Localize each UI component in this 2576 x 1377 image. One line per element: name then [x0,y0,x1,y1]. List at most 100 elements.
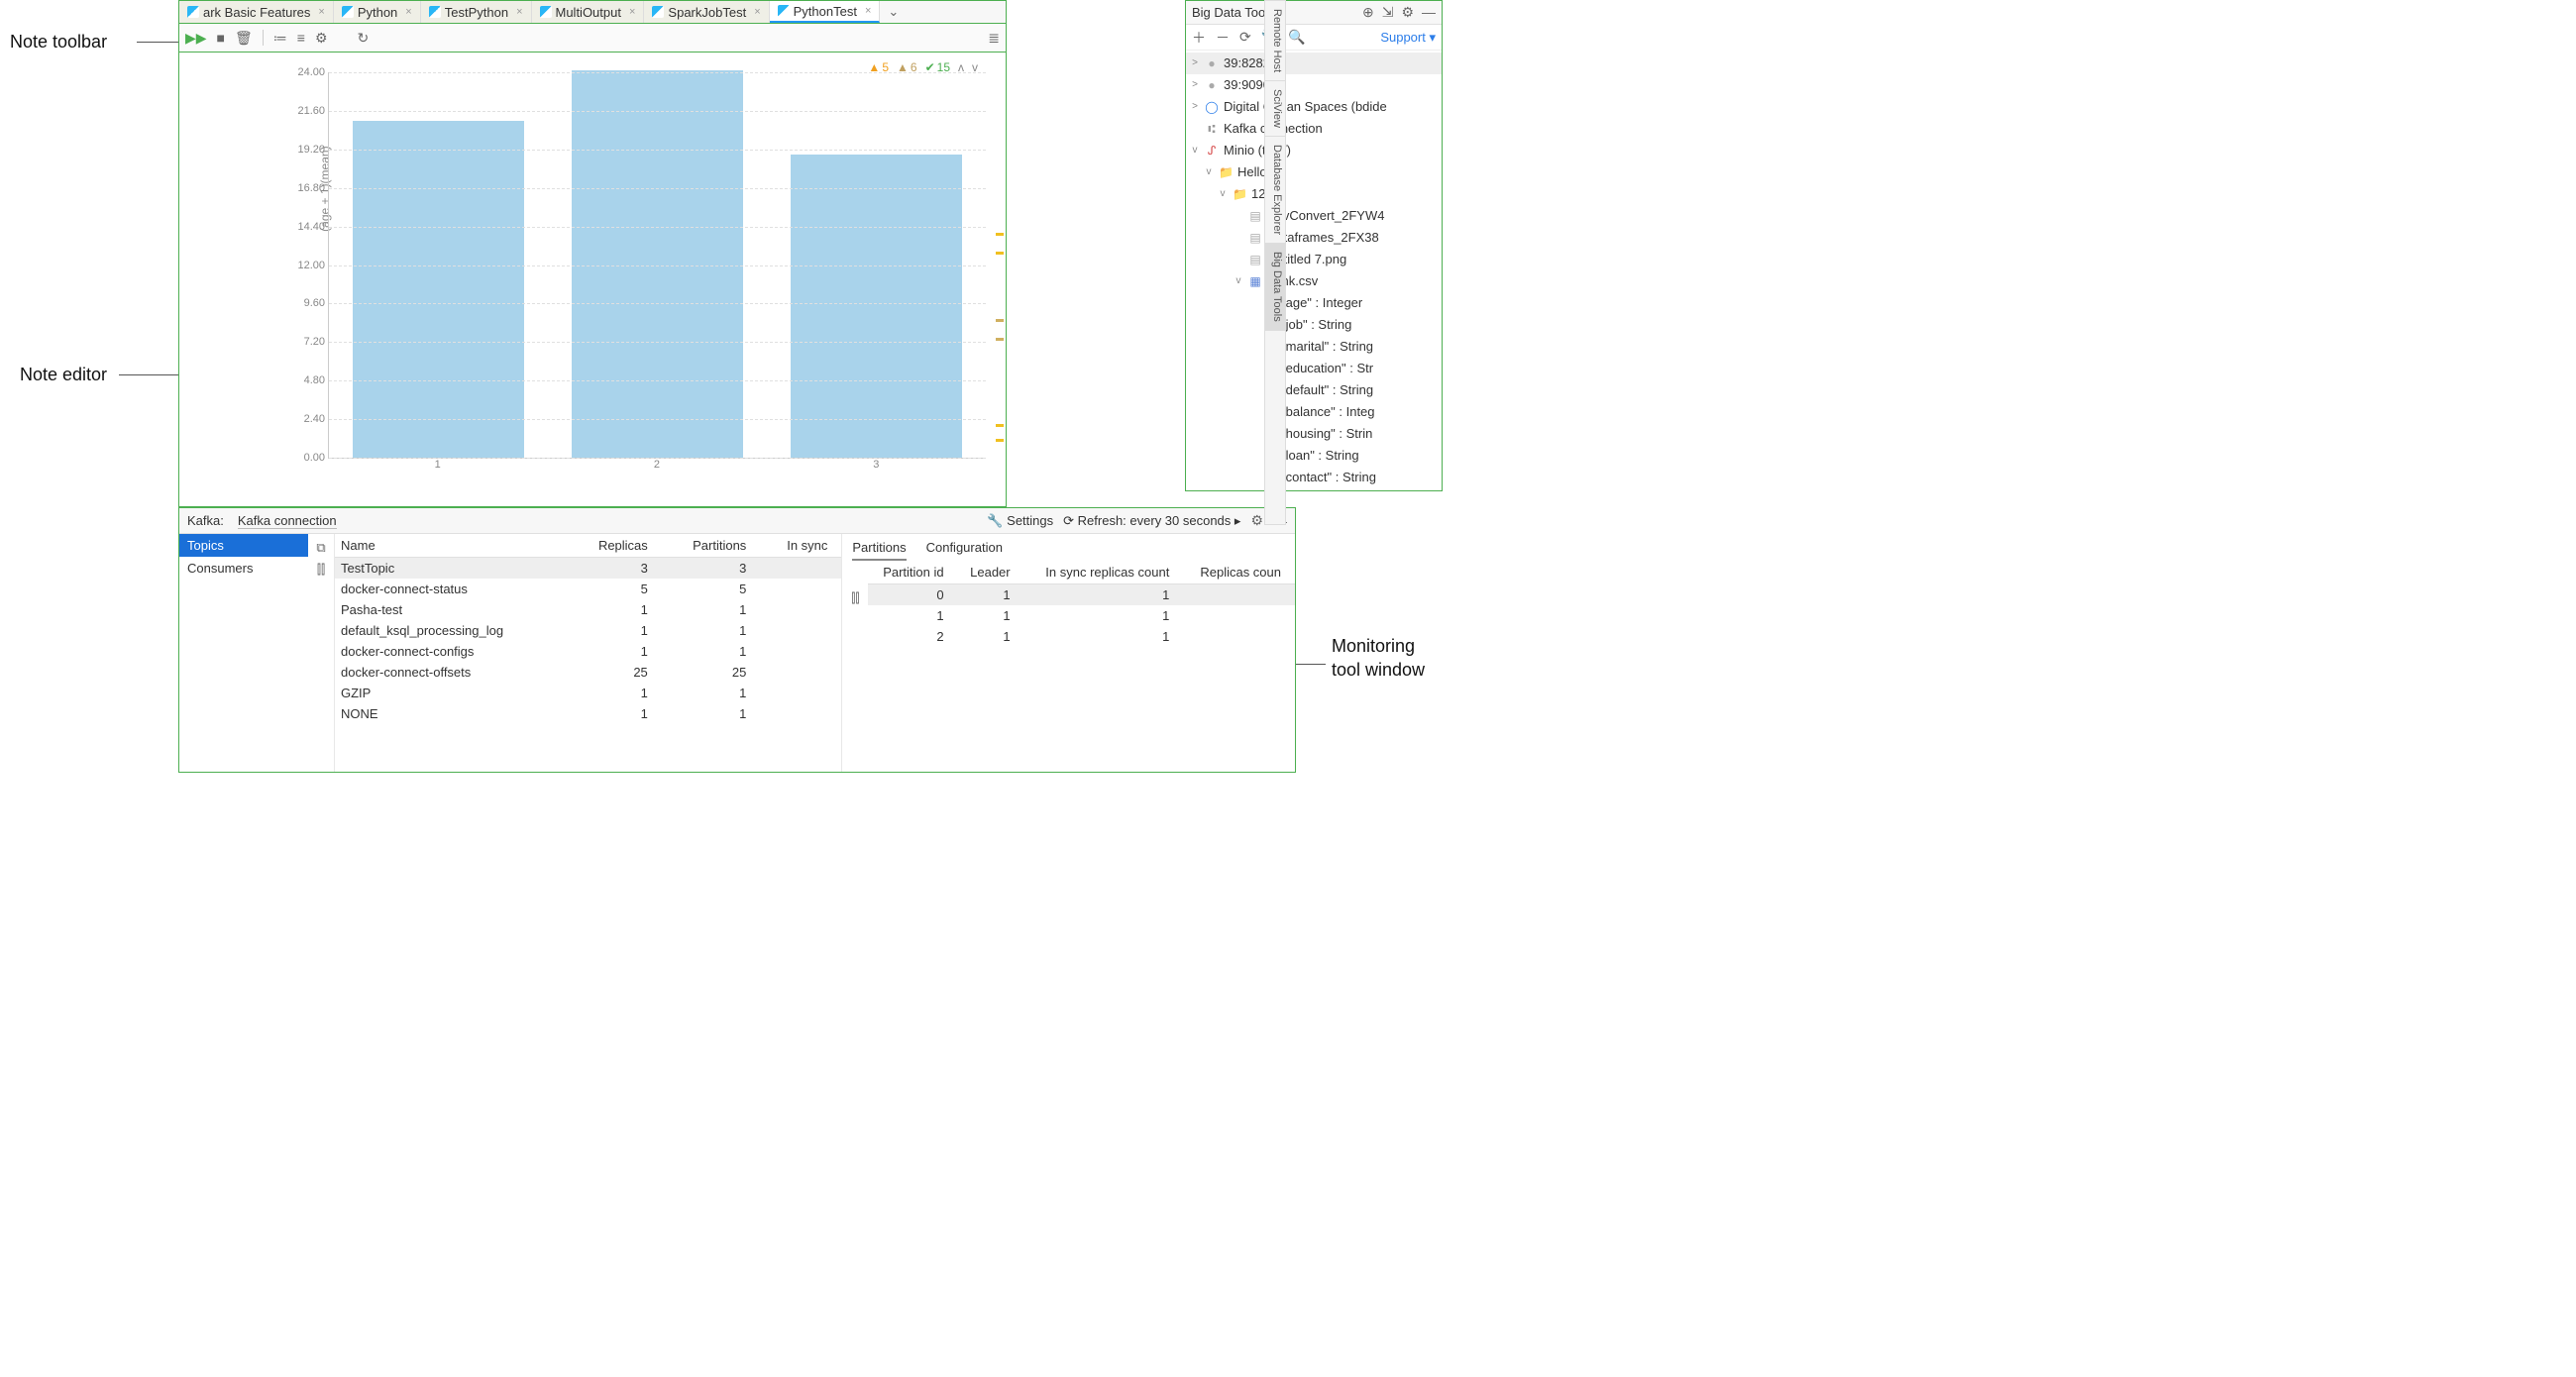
tree-node[interactable]: vᔑMinio (test/) [1186,140,1442,161]
tree-node[interactable]: ▤CsvConvert_2FYW4 [1186,205,1442,227]
file-icon [429,6,441,18]
topic-row[interactable]: NONE11 [335,703,841,724]
bar [353,121,523,458]
tree-node[interactable]: ▥"balance" : Integ [1186,401,1442,423]
trash-icon[interactable]: 🗑 [235,30,253,47]
bdt-tree[interactable]: >●39:8282>●39:9090>◯Digital Ocean Spaces… [1186,51,1442,490]
right-tool-strip: Remote HostSciViewDatabase ExplorerBig D… [1264,0,1286,525]
tree-node[interactable]: v📁12 [1186,183,1442,205]
callout-mon2: tool window [1332,660,1425,681]
node-icon: 📁 [1219,161,1233,183]
node-icon: ▦ [1248,270,1262,292]
support-link[interactable]: Support ▾ [1380,30,1436,46]
hide-icon[interactable]: — [1422,4,1436,21]
note-editor: ▲ 5 ▲ 6 ✔ 15 ʌv (age + 1)(mean) 0.002.40… [178,52,1007,507]
tree-node[interactable]: ▥"age" : Integer [1186,292,1442,314]
close-tab-icon[interactable]: × [625,6,635,18]
editor-tabs: ark Basic Features×Python×TestPython×Mul… [178,0,1007,24]
tree-node[interactable]: ▥"contact" : String [1186,467,1442,488]
close-tab-icon[interactable]: × [512,6,522,18]
list-icon[interactable]: ≔ [273,30,287,47]
callout-note-toolbar: Note toolbar [10,32,107,53]
tree-node[interactable]: v📁Hello [1186,161,1442,183]
remove-icon[interactable]: － [1216,28,1230,48]
split-icon[interactable]: ⇲ [1382,4,1394,21]
tree-node[interactable]: ▤Dataframes_2FX38 [1186,227,1442,249]
node-icon: ● [1205,53,1219,74]
editor-tab[interactable]: SparkJobTest× [644,1,769,23]
node-icon: ⑆ [1205,118,1219,140]
tree-node[interactable]: ▥"education" : Str [1186,358,1442,379]
topic-row[interactable]: docker-connect-configs11 [335,641,841,662]
refresh-icon[interactable]: ⟳ [1239,29,1251,46]
tree-node[interactable]: ▥"job" : String [1186,314,1442,336]
target-icon[interactable]: ⊕ [1362,4,1374,21]
sidebar-topics[interactable]: Topics [179,534,308,557]
node-icon: 📁 [1233,183,1246,205]
run-all-icon[interactable]: ▶▶ [185,30,207,47]
topic-row[interactable]: docker-connect-offsets2525 [335,662,841,683]
partition-row[interactable]: 011 [868,584,1295,606]
topic-row[interactable]: GZIP11 [335,683,841,703]
gear-icon[interactable]: ⚙ [1401,4,1414,21]
copy-icon[interactable]: ⧉ [308,540,334,556]
tree-node[interactable]: v▦bank.csv [1186,270,1442,292]
kafka-conn-name[interactable]: Kafka connection [238,513,337,529]
partition-row[interactable]: 211 [868,626,1295,647]
partition-row[interactable]: 111 [868,605,1295,626]
add-icon[interactable]: ＋ [1192,28,1206,48]
partitions-table: Partition idLeaderIn sync replicas count… [868,561,1295,647]
file-icon [652,6,664,18]
topic-row[interactable]: Pasha-test11 [335,599,841,620]
close-tab-icon[interactable]: × [401,6,411,18]
close-tab-icon[interactable]: × [314,6,324,18]
tree-node[interactable]: ▥"loan" : String [1186,445,1442,467]
refresh-button[interactable]: ⟳ Refresh: every 30 seconds ▸ [1063,513,1240,529]
tool-strip-item[interactable]: Big Data Tools [1265,244,1285,331]
file-icon [342,6,354,18]
search-icon[interactable]: 🔍 [1288,29,1305,46]
bdt-title: Big Data Tools [1192,5,1275,20]
node-icon: ▤ [1248,227,1262,249]
big-data-tools-panel: Big Data Tools ⊕ ⇲ ⚙ — ＋ － ⟳ 🔧 🔍 Support… [1185,0,1443,491]
topic-row[interactable]: docker-connect-status55 [335,579,841,599]
tree-node[interactable]: ▥"marital" : String [1186,336,1442,358]
topic-row[interactable]: TestTopic33 [335,558,841,580]
reload-icon[interactable]: ↻ [358,30,370,47]
tool-strip-item[interactable]: Remote Host [1265,1,1285,81]
editor-tab[interactable]: MultiOutput× [532,1,645,23]
cols2-icon[interactable]: ⫿⫿ [842,590,868,606]
cols-icon[interactable]: ⫿⫿ [308,562,334,578]
gear2-icon[interactable]: ⚙ [315,30,328,47]
kafka-sidebar: Topics Consumers [179,534,308,772]
tab-partitions[interactable]: Partitions [852,540,906,561]
tab-configuration[interactable]: Configuration [926,540,1003,561]
tree-node[interactable]: ▥"default" : String [1186,379,1442,401]
close-tab-icon[interactable]: × [750,6,760,18]
editor-tab[interactable]: ark Basic Features× [179,1,334,23]
node-icon: ◯ [1205,96,1219,118]
tool-strip-item[interactable]: SciView [1265,81,1285,137]
tree-node[interactable]: >●39:9090 [1186,74,1442,96]
kafka-gear-icon[interactable]: ⚙ [1250,512,1263,529]
editor-tab[interactable]: PythonTest× [770,1,881,23]
sliders-icon[interactable]: ≡ [297,30,305,46]
tree-node[interactable]: >◯Digital Ocean Spaces (bdide [1186,96,1442,118]
tool-strip-item[interactable]: Database Explorer [1265,137,1285,244]
editor-tab[interactable]: TestPython× [421,1,532,23]
sidebar-consumers[interactable]: Consumers [179,557,308,580]
tree-node[interactable]: >●39:8282 [1186,53,1442,74]
kafka-panel: Kafka: Kafka connection 🔧 Settings ⟳ Ref… [178,507,1296,773]
editor-tab[interactable]: Python× [334,1,421,23]
bar-chart: 0.002.404.807.209.6012.0014.4016.8019.20… [328,72,986,459]
soft-wrap-icon[interactable]: ≣ [988,30,1000,47]
stop-icon[interactable]: ■ [217,30,225,46]
tree-node[interactable]: ▥"housing" : Strin [1186,423,1442,445]
tree-node[interactable]: ▤Untitled 7.png [1186,249,1442,270]
tree-node[interactable]: ⑆Kafka connection [1186,118,1442,140]
close-tab-icon[interactable]: × [861,5,871,17]
topic-row[interactable]: default_ksql_processing_log11 [335,620,841,641]
settings-button[interactable]: 🔧 Settings [987,513,1053,529]
tabs-more-icon[interactable]: ⌄ [880,4,907,20]
topics-table: NameReplicasPartitionsIn sync TestTopic3… [335,534,841,724]
